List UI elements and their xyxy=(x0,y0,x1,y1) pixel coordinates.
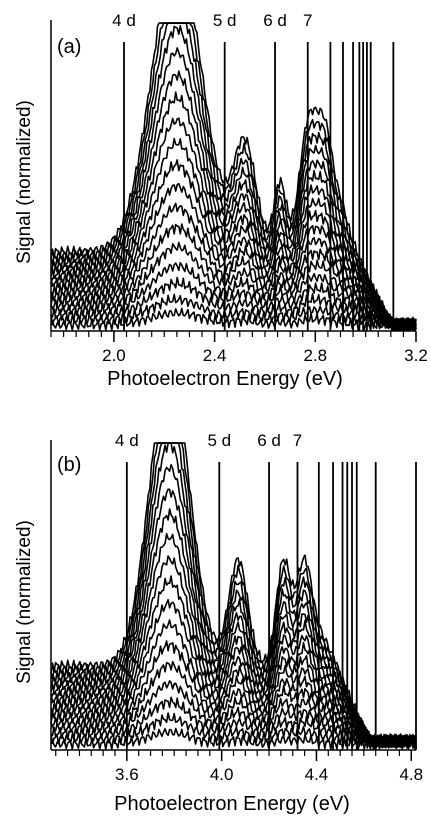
panel-a-label: (a) xyxy=(57,36,81,58)
marker-label: 5 d xyxy=(213,11,237,30)
spectrum-trace xyxy=(50,442,417,750)
spectrum-trace xyxy=(50,182,417,330)
spectrum-trace xyxy=(50,22,417,331)
marker-label: 4 d xyxy=(115,431,139,450)
marker-label: 4 d xyxy=(112,11,136,30)
spectrum-trace xyxy=(50,47,417,330)
panel-a-y-axis-label: Signal (normalized) xyxy=(14,100,35,264)
spectrum-trace xyxy=(50,712,417,750)
spectrum-trace xyxy=(50,696,417,749)
spectrum-trace xyxy=(50,241,417,329)
spectrum-traces xyxy=(50,442,417,750)
spectrum-trace xyxy=(50,464,417,748)
panel-a: (a) Signal (normalized) Photoelectron En… xyxy=(14,11,428,390)
x-tick-label: 2.4 xyxy=(203,346,227,365)
spectrum-trace xyxy=(50,575,417,747)
x-tick-label: 2.8 xyxy=(303,346,327,365)
marker-label: 6 d xyxy=(263,11,287,30)
x-tick-label: 4.4 xyxy=(305,765,329,784)
x-tick-label: 2.0 xyxy=(102,346,126,365)
spectrum-trace xyxy=(50,727,417,750)
x-tick-label: 4.0 xyxy=(210,765,234,784)
panel-a-x-axis-label: Photoelectron Energy (eV) xyxy=(107,368,343,390)
spectrum-trace xyxy=(50,276,417,330)
spectrum-trace xyxy=(50,442,417,749)
marker-label: 5 d xyxy=(207,431,231,450)
x-tick-label: 3.6 xyxy=(115,765,139,784)
spectrum-trace xyxy=(50,293,417,331)
marker-label: 6 d xyxy=(257,431,281,450)
panel-b-y-axis-label: Signal (normalized) xyxy=(14,520,35,684)
spectrum-trace xyxy=(50,598,417,747)
rydberg-marker-lines: 4 d 5 d 6 d 7 xyxy=(112,11,395,331)
panel-b-x-axis-label: Photoelectron Energy (eV) xyxy=(114,793,350,815)
spectrum-trace xyxy=(50,307,417,331)
panel-b-label: (b) xyxy=(57,454,81,476)
x-tick-label: 4.8 xyxy=(399,765,423,784)
spectrum-trace xyxy=(50,22,417,331)
rydberg-marker-lines: 4 d 5 d 6 d 7 xyxy=(115,431,417,750)
spectrum-trace xyxy=(50,159,417,331)
spectrum-trace xyxy=(50,223,417,331)
marker-label: 7 xyxy=(303,11,312,30)
marker-label: 7 xyxy=(293,431,302,450)
spectrum-trace xyxy=(50,22,417,331)
x-axis-ticks: 2.0 2.4 2.8 3.2 xyxy=(50,331,428,365)
panel-b: (b) Signal (normalized) Photoelectron En… xyxy=(14,431,423,815)
spectrum-trace xyxy=(50,25,417,331)
x-tick-label: 3.2 xyxy=(404,346,428,365)
x-axis-ticks: 3.6 4.0 4.4 4.8 xyxy=(55,750,423,784)
spectrum-traces xyxy=(50,22,417,331)
